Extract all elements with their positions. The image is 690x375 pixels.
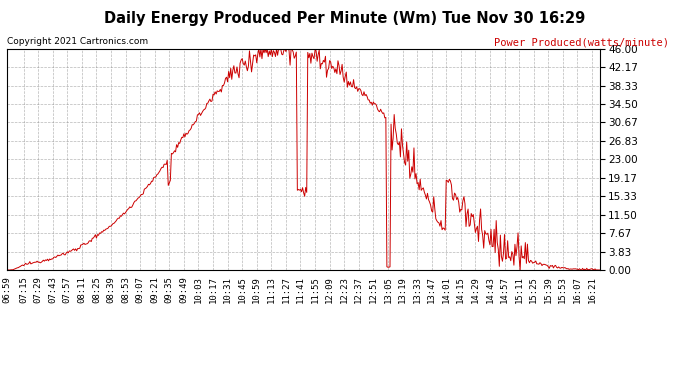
Text: Copyright 2021 Cartronics.com: Copyright 2021 Cartronics.com bbox=[7, 38, 148, 46]
Text: Daily Energy Produced Per Minute (Wm) Tue Nov 30 16:29: Daily Energy Produced Per Minute (Wm) Tu… bbox=[104, 11, 586, 26]
Text: Power Produced(watts/minute): Power Produced(watts/minute) bbox=[494, 38, 669, 48]
